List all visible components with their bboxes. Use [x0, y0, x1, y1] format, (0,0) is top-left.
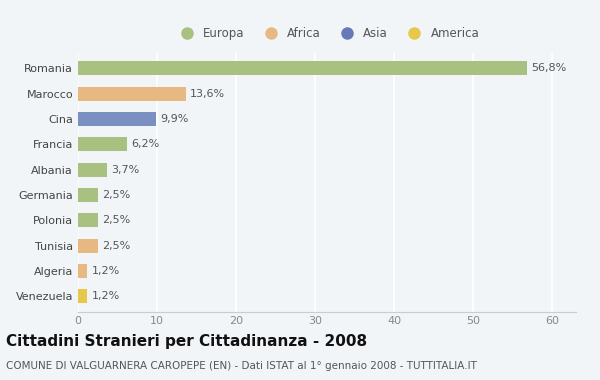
Bar: [78, 62, 527, 75]
Bar: [78, 188, 98, 202]
Bar: [78, 163, 107, 177]
Text: Cittadini Stranieri per Cittadinanza - 2008: Cittadini Stranieri per Cittadinanza - 2…: [6, 334, 367, 349]
Text: 9,9%: 9,9%: [160, 114, 188, 124]
Text: 3,7%: 3,7%: [111, 165, 139, 175]
Bar: [78, 290, 88, 303]
Bar: [78, 138, 127, 151]
Bar: [78, 214, 98, 227]
Bar: [78, 87, 185, 101]
Bar: [78, 112, 156, 126]
Text: 1,2%: 1,2%: [91, 266, 119, 276]
Text: 13,6%: 13,6%: [190, 89, 224, 99]
Text: COMUNE DI VALGUARNERA CAROPEPE (EN) - Dati ISTAT al 1° gennaio 2008 - TUTTITALIA: COMUNE DI VALGUARNERA CAROPEPE (EN) - Da…: [6, 361, 477, 371]
Bar: [78, 239, 98, 253]
Text: 2,5%: 2,5%: [102, 190, 130, 200]
Legend: Europa, Africa, Asia, America: Europa, Africa, Asia, America: [172, 24, 482, 42]
Bar: [78, 264, 88, 278]
Text: 1,2%: 1,2%: [91, 291, 119, 301]
Text: 6,2%: 6,2%: [131, 139, 159, 149]
Text: 56,8%: 56,8%: [531, 63, 566, 73]
Text: 2,5%: 2,5%: [102, 241, 130, 251]
Text: 2,5%: 2,5%: [102, 215, 130, 225]
